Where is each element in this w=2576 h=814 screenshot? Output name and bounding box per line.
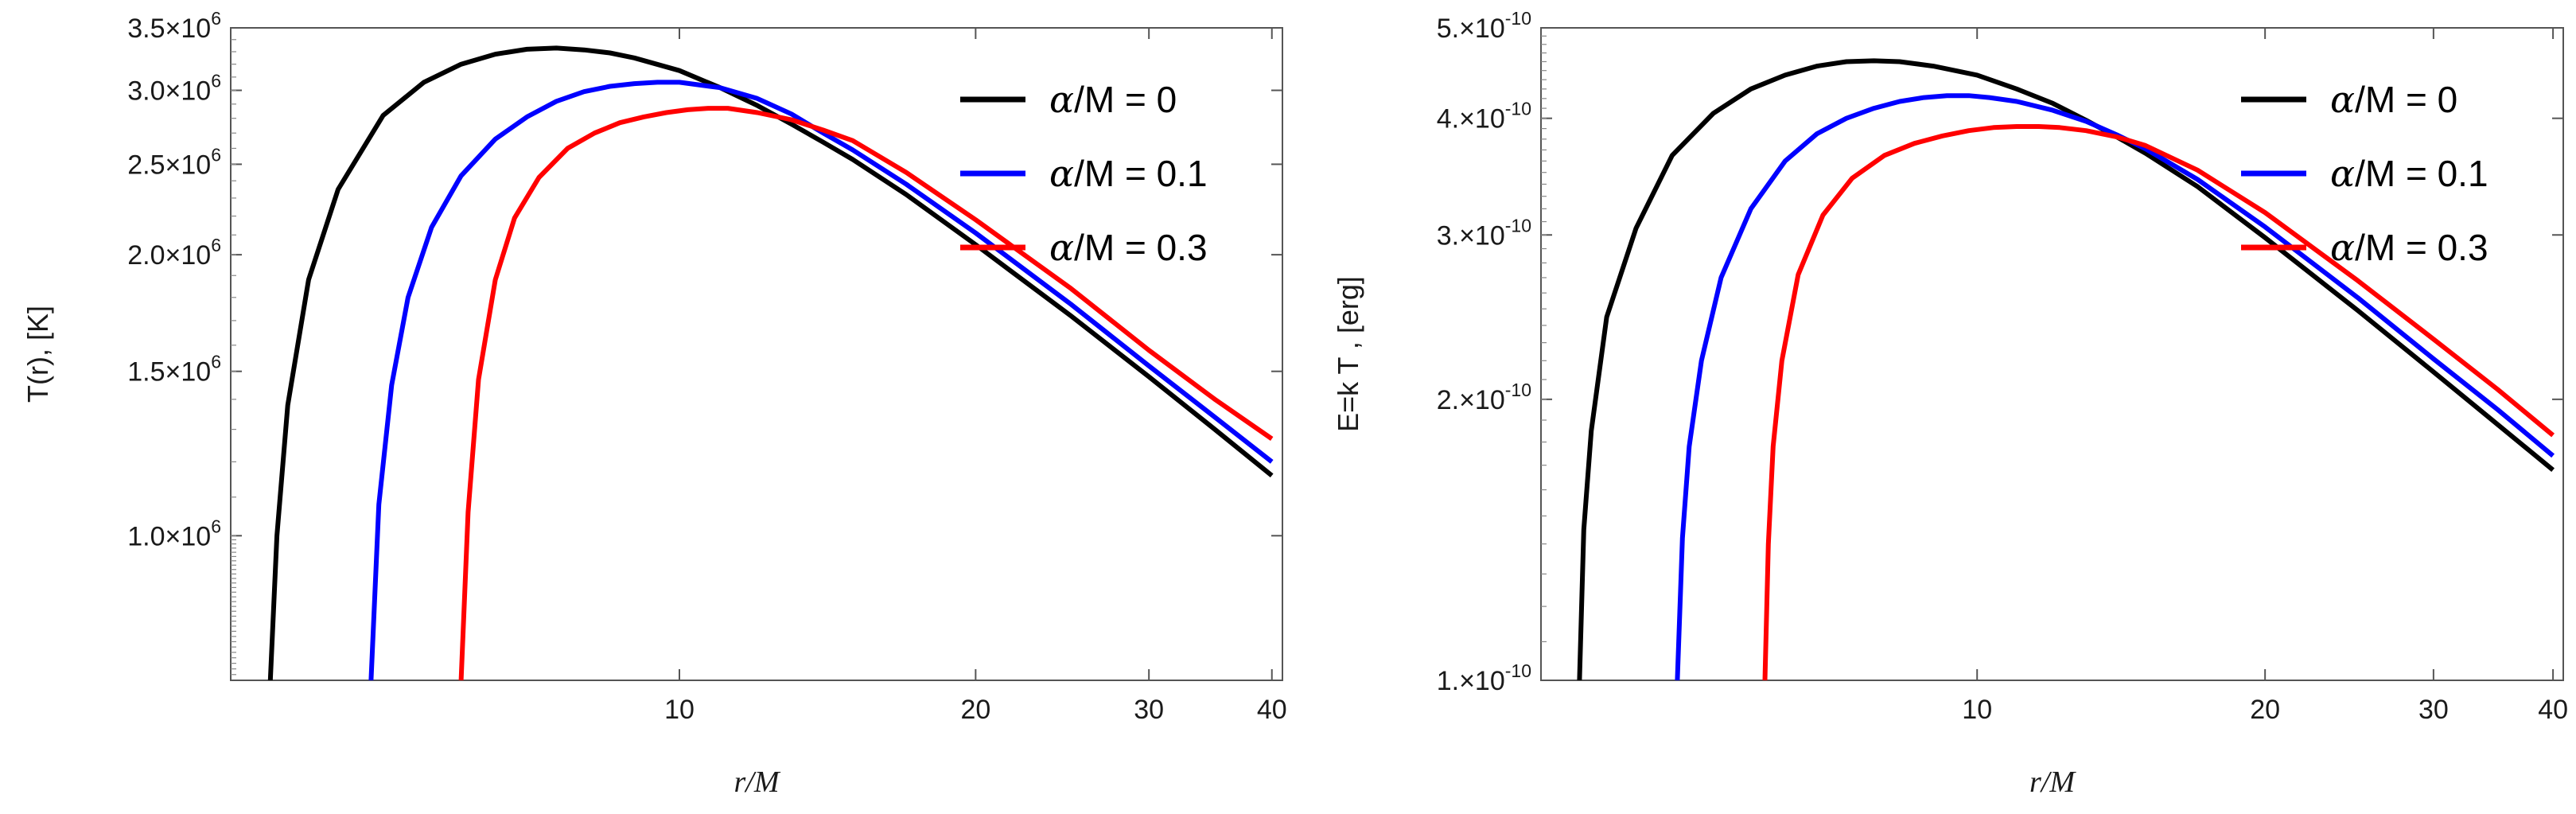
left-series-line-1 [368,80,1274,680]
right-y-tick-label: 3.×10-10 [1437,215,1531,251]
right-series-line-1 [1675,93,2555,680]
right-x-tick-label: 40 [2538,695,2568,725]
left-y-axis-label: T(r), [K] [21,306,54,403]
right-x-tick-label: 20 [2250,695,2280,725]
left-y-tick-label: 2.0×106 [127,235,221,271]
right-y-tick-label: 5.×10-10 [1437,8,1531,44]
right-legend-label-1: α/M = 0.1 [2330,152,2488,195]
left-x-tick-label: 30 [1134,695,1164,725]
left-legend-label-0: α/M = 0 [1049,78,1177,121]
right-series-line-2 [1762,124,2555,680]
left-legend-label-2: α/M = 0.3 [1049,226,1208,269]
right-x-tick-label: 30 [2418,695,2449,725]
right-chart: 10 20 30 40 1.×10-10 2.×10-10 3.×10-10 4.×10-10… [1332,8,2568,799]
left-chart: 10 20 30 40 1.0×106 1.5×106 2.0×106 2.5×106 3.0×… [21,8,1287,799]
left-x-axis-label: r/M [734,765,781,799]
left-series-line-0 [267,45,1274,680]
right-y-tick-label: 4.×10-10 [1437,99,1531,134]
left-x-tick-label: 40 [1257,695,1287,725]
right-y-tick-label: 2.×10-10 [1437,380,1531,415]
left-y-tick-label: 1.5×106 [127,352,221,388]
left-y-tick-label: 1.0×106 [127,516,221,551]
left-series-line-2 [458,106,1274,680]
right-x-axis-label: r/M [2029,765,2076,799]
left-y-tick-label: 3.5×106 [127,8,221,44]
left-y-tick-label: 2.5×106 [127,144,221,180]
left-plot-frame [230,27,1283,681]
right-y-tick-label: 1.×10-10 [1437,660,1531,696]
left-y-tick-label: 3.0×106 [127,71,221,107]
right-plot-frame [1540,27,2564,681]
right-legend-label-0: α/M = 0 [2330,78,2457,121]
left-x-tick-label: 20 [960,695,990,725]
right-series-line-0 [1577,58,2555,680]
left-x-tick-label: 10 [664,695,695,725]
right-y-axis-label: E=k T , [erg] [1332,276,1364,432]
right-legend-label-2: α/M = 0.3 [2330,226,2488,269]
right-x-tick-label: 10 [1962,695,1992,725]
left-legend-label-1: α/M = 0.1 [1049,152,1208,195]
